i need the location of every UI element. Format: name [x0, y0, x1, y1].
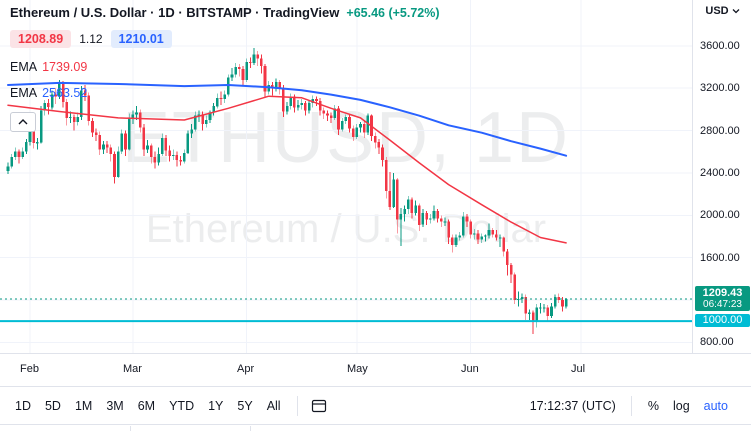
month-label-apr: Apr — [237, 363, 255, 375]
range-button-5d[interactable]: 5D — [44, 398, 61, 413]
range-button-1m[interactable]: 1M — [74, 398, 93, 413]
range-button-5y[interactable]: 5Y — [237, 398, 253, 413]
range-button-1d[interactable]: 1D — [15, 398, 31, 413]
symbol-title-row[interactable]: Ethereum / U.S. Dollar · 1D · BITSTAMP ·… — [10, 5, 440, 20]
currency-dropdown[interactable]: USD — [693, 5, 751, 17]
price-axis-label: 2000.00 — [700, 209, 740, 221]
currency-label: USD — [705, 5, 729, 17]
price-axis-label: 1600.00 — [700, 252, 740, 264]
indicator-ema-fast-row[interactable]: EMA 1739.09 — [10, 60, 440, 74]
auto-scale-button[interactable]: auto — [703, 398, 728, 413]
sell-price-button[interactable]: 1208.89 — [10, 30, 72, 48]
symbol-title[interactable]: Ethereum / U.S. Dollar · 1D · BITSTAMP ·… — [10, 5, 340, 20]
spread-value: 1.12 — [79, 32, 103, 46]
toolbar-divider — [630, 395, 632, 416]
chart-pane[interactable]: ETHUSD, 1D Ethereum / U.S. Dollar Ethere… — [0, 0, 692, 353]
log-scale-button[interactable]: log — [672, 398, 690, 413]
month-label-mar: Mar — [123, 363, 142, 375]
chart-legend: Ethereum / U.S. Dollar · 1D · BITSTAMP ·… — [10, 5, 440, 132]
month-label-feb: Feb — [20, 363, 39, 375]
bid-ask-row: 1208.89 1.12 1210.01 — [10, 30, 440, 48]
range-button-6m[interactable]: 6M — [137, 398, 156, 413]
month-label-jun: Jun — [461, 363, 479, 375]
indicator-label: EMA — [10, 60, 38, 74]
price-axis-label: 800.00 — [700, 336, 734, 348]
indicator-value: 1739.09 — [42, 60, 88, 74]
price-axis[interactable]: USD 3600.00 3200.00 2800.00 2400.00 2000.00 1… — [692, 0, 751, 386]
bottom-strip — [0, 424, 751, 431]
indicator-value: 2563.52 — [42, 86, 88, 100]
date-range-buttons: 1D 5D 1M 3M 6M YTD 1Y 5Y All — [8, 395, 288, 417]
range-button-3m[interactable]: 3M — [106, 398, 124, 413]
range-button-1y[interactable]: 1Y — [208, 398, 224, 413]
last-price-badge: 1209.43 06:47:23 — [695, 286, 750, 311]
clock-utc[interactable]: 17:12:37 (UTC) — [529, 398, 616, 413]
range-button-ytd[interactable]: YTD — [169, 398, 195, 413]
toolbar-divider — [296, 395, 298, 416]
price-axis-label: 3600.00 — [700, 40, 740, 52]
percent-scale-button[interactable]: % — [647, 398, 659, 413]
go-to-date-button[interactable] — [307, 394, 331, 418]
month-label-may: May — [347, 363, 368, 375]
chevron-up-icon — [18, 119, 28, 125]
legend-expand-button[interactable] — [10, 112, 36, 132]
range-button-all[interactable]: All — [266, 398, 281, 413]
candlestick-chart[interactable] — [0, 0, 692, 353]
indicator-label: EMA — [10, 86, 38, 100]
indicator-ema-slow-row[interactable]: EMA 2563.52 — [10, 86, 440, 100]
price-axis-label: 2400.00 — [700, 167, 740, 179]
price-axis-label: 2800.00 — [700, 125, 740, 137]
chevron-down-icon — [732, 9, 740, 14]
calendar-icon — [311, 399, 326, 412]
price-axis-label: 3200.00 — [700, 82, 740, 94]
bottom-toolbar: 1D 5D 1M 3M 6M YTD 1Y 5Y All 17:12:37 (UTC) % lo… — [0, 386, 751, 424]
bottom-strip-divider — [250, 426, 251, 431]
bar-countdown: 06:47:23 — [703, 299, 742, 310]
month-label-jul: Jul — [571, 363, 586, 375]
bottom-strip-divider — [130, 426, 131, 431]
horizontal-line-price-badge: 1000.00 — [695, 314, 750, 327]
buy-price-button[interactable]: 1210.01 — [110, 30, 172, 48]
time-axis[interactable]: Feb Mar Apr May Jun Jul — [0, 353, 751, 387]
last-price-value: 1209.43 — [702, 287, 743, 299]
price-change: +65.46 (+5.72%) — [346, 6, 440, 20]
